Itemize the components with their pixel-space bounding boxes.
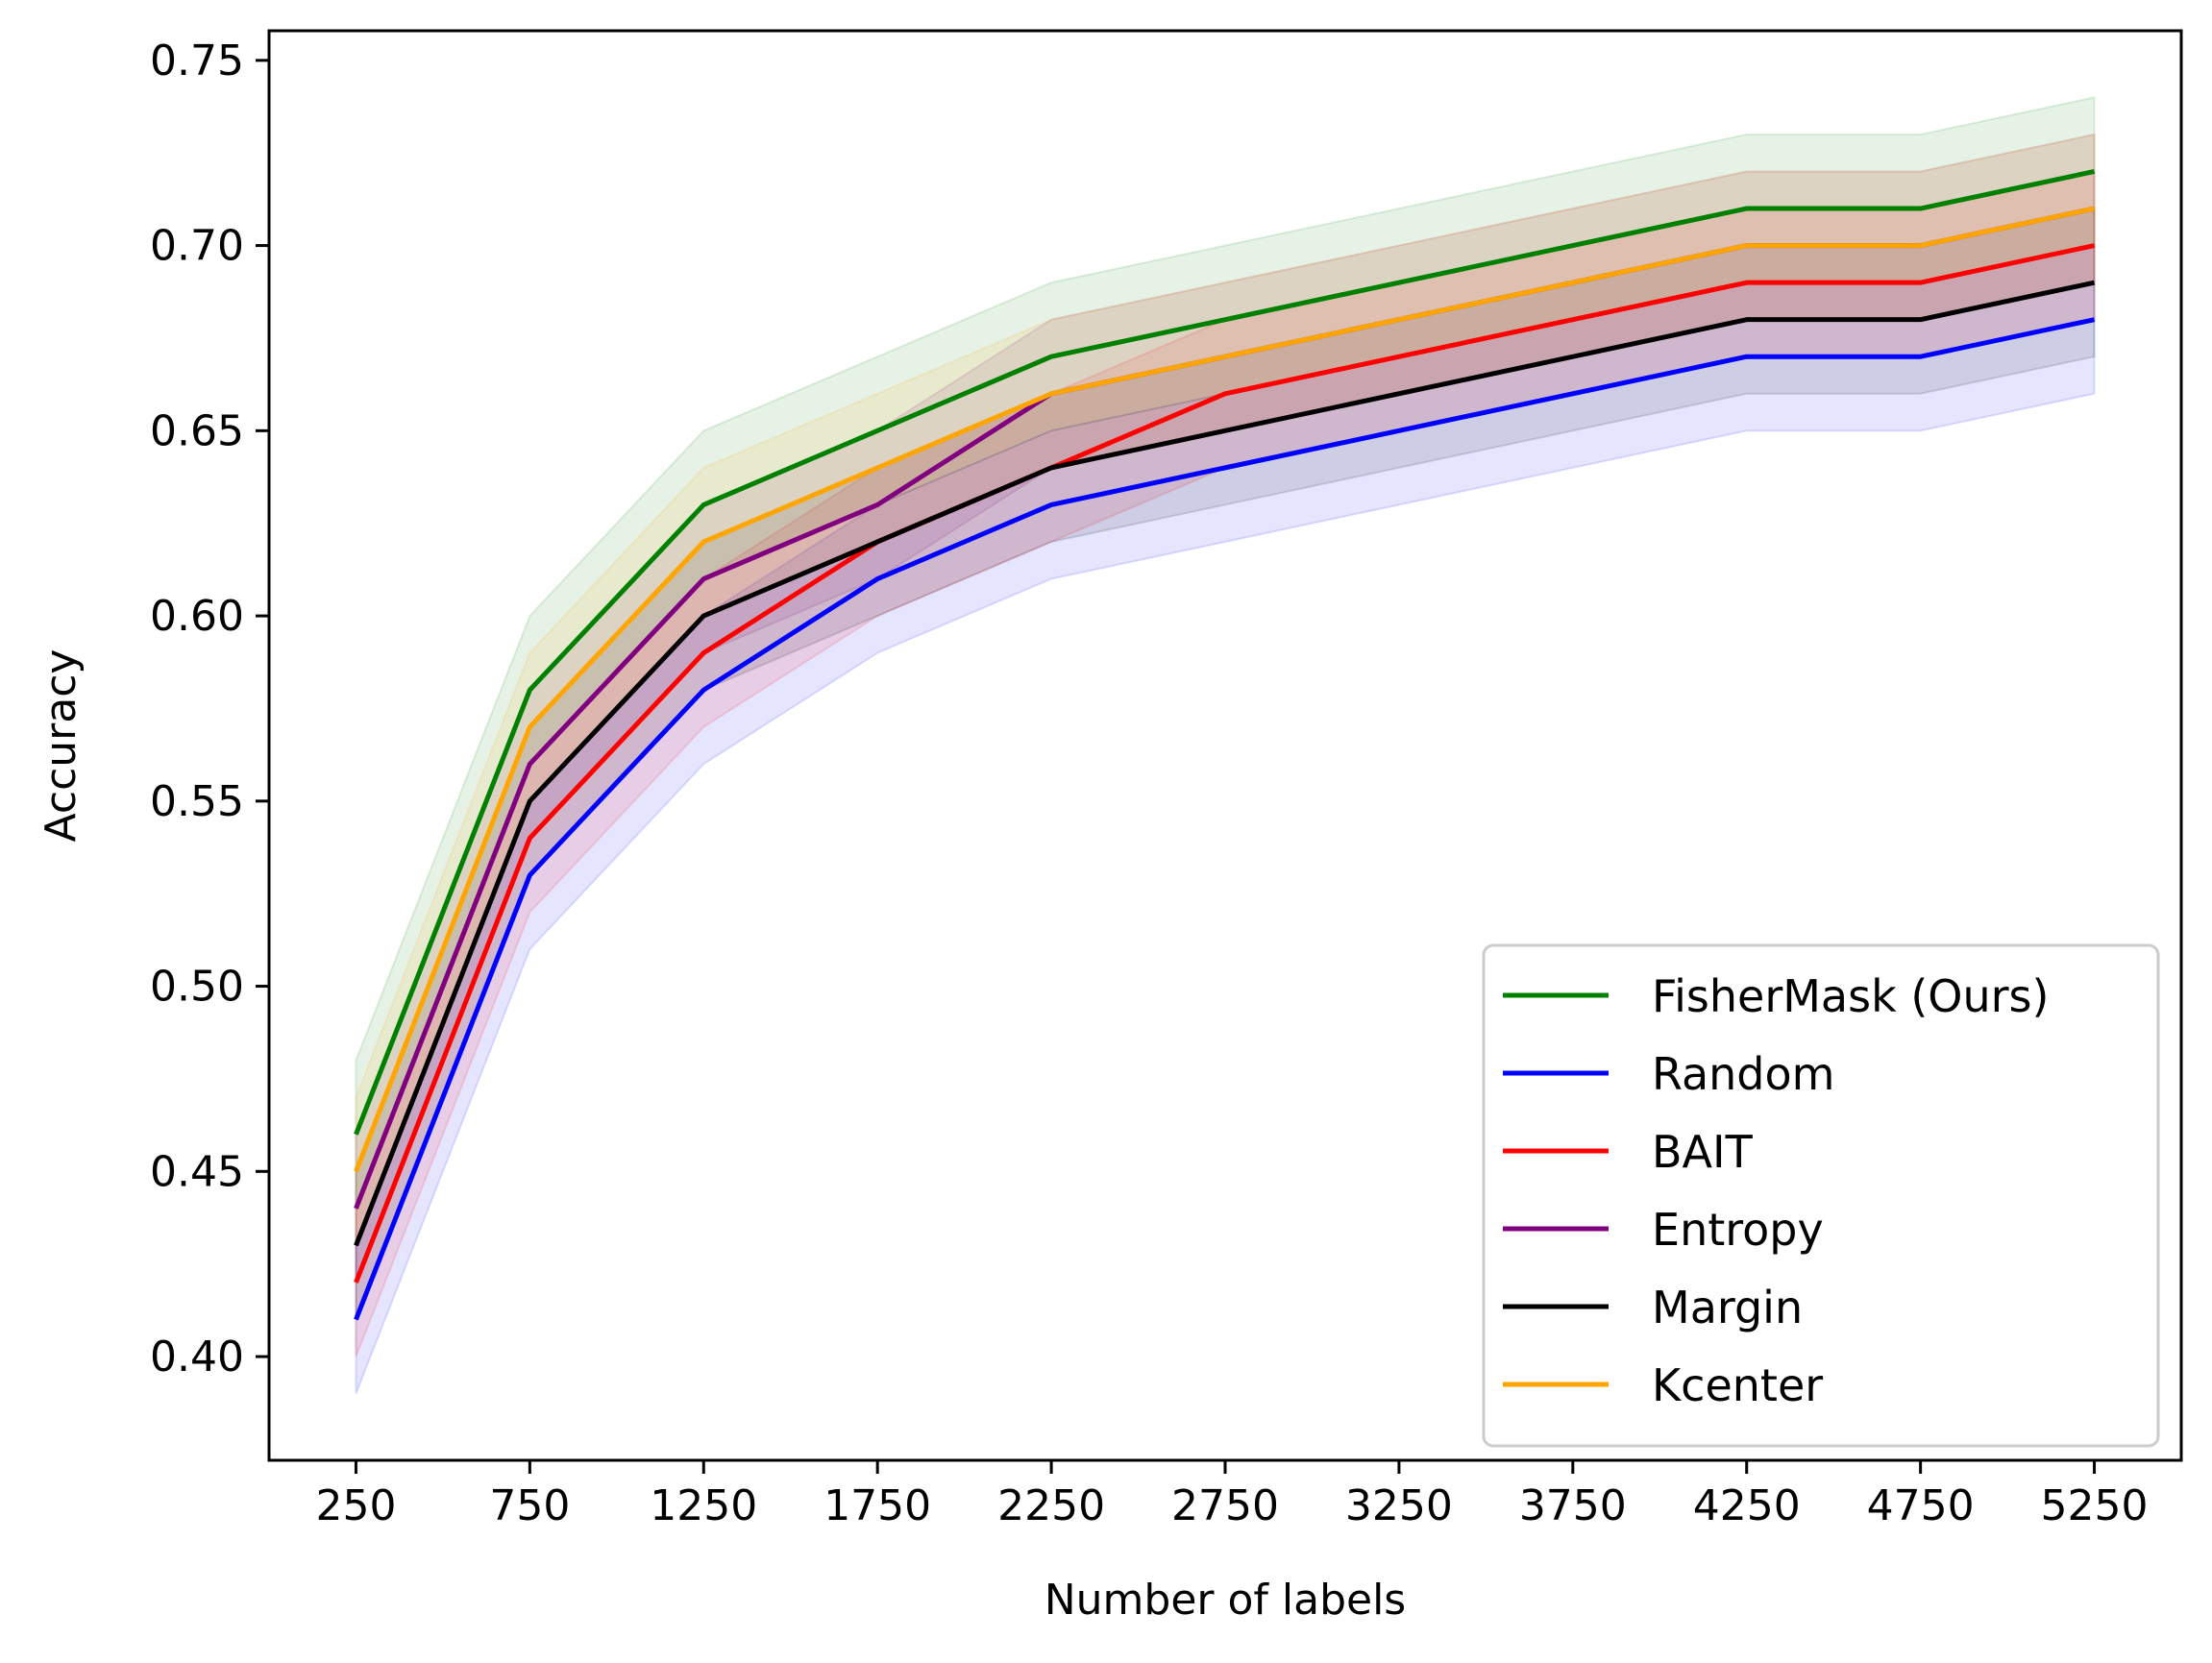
- x-axis-label: Number of labels: [1045, 1576, 1406, 1625]
- x-axis-ticks: 250 750 1250 1750 2250 2750 3250 3750 4250 4750 52…: [315, 1460, 2149, 1530]
- line-series-1: [354, 317, 2096, 1321]
- x-tick-label: 250: [315, 1481, 396, 1530]
- legend-entry-label: Random: [1652, 1048, 1834, 1100]
- x-tick-label: 2250: [997, 1481, 1105, 1530]
- x-tick-label: 1750: [823, 1481, 931, 1530]
- x-tick-label: 2750: [1171, 1481, 1279, 1530]
- x-tick-label: 3250: [1345, 1481, 1453, 1530]
- legend-box: [1482, 943, 2160, 1448]
- legend-entry-label: FisherMask (Ours): [1652, 970, 2049, 1022]
- y-tick-label: 0.75: [150, 37, 244, 86]
- x-tick-label: 4250: [1693, 1481, 1801, 1530]
- line-series-5: [354, 206, 2096, 1173]
- x-tick-label: 1250: [650, 1481, 757, 1530]
- line-series-0: [354, 169, 2096, 1136]
- x-tick-label: 4750: [1867, 1481, 1975, 1530]
- y-tick-label: 0.60: [150, 592, 244, 641]
- y-tick-label: 0.45: [150, 1147, 244, 1196]
- line-series-4: [354, 280, 2096, 1247]
- y-axis-label: Accuracy: [37, 649, 86, 843]
- y-axis-ticks: 0.40 0.45 0.50 0.55 0.60 0.65 0.70 0.75: [150, 37, 269, 1382]
- legend-entry-label: Entropy: [1652, 1204, 1824, 1256]
- x-tick-label: 5250: [2041, 1481, 2149, 1530]
- series-lines: [354, 169, 2096, 1321]
- x-tick-label: 3750: [1519, 1481, 1627, 1530]
- legend: FisherMask (Ours) Random BAIT Entropy Margin…: [1482, 943, 2160, 1448]
- legend-entry-label: Margin: [1652, 1282, 1803, 1333]
- legend-entry-label: Kcenter: [1652, 1359, 1823, 1411]
- y-tick-label: 0.70: [150, 222, 244, 271]
- y-tick-label: 0.55: [150, 777, 244, 826]
- legend-entry-label: BAIT: [1652, 1126, 1754, 1178]
- y-tick-label: 0.40: [150, 1333, 244, 1382]
- y-tick-label: 0.50: [150, 963, 244, 1012]
- x-tick-label: 750: [489, 1481, 570, 1530]
- y-tick-label: 0.65: [150, 406, 244, 455]
